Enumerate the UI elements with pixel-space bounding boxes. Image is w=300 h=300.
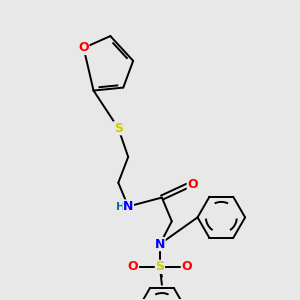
Text: H: H: [116, 202, 125, 212]
Text: O: O: [187, 178, 198, 191]
Text: N: N: [155, 238, 165, 250]
Text: S: S: [155, 260, 164, 273]
Text: O: O: [78, 41, 89, 55]
Text: S: S: [114, 122, 123, 135]
Text: O: O: [128, 260, 139, 273]
Text: N: N: [123, 200, 134, 213]
Text: O: O: [181, 260, 192, 273]
